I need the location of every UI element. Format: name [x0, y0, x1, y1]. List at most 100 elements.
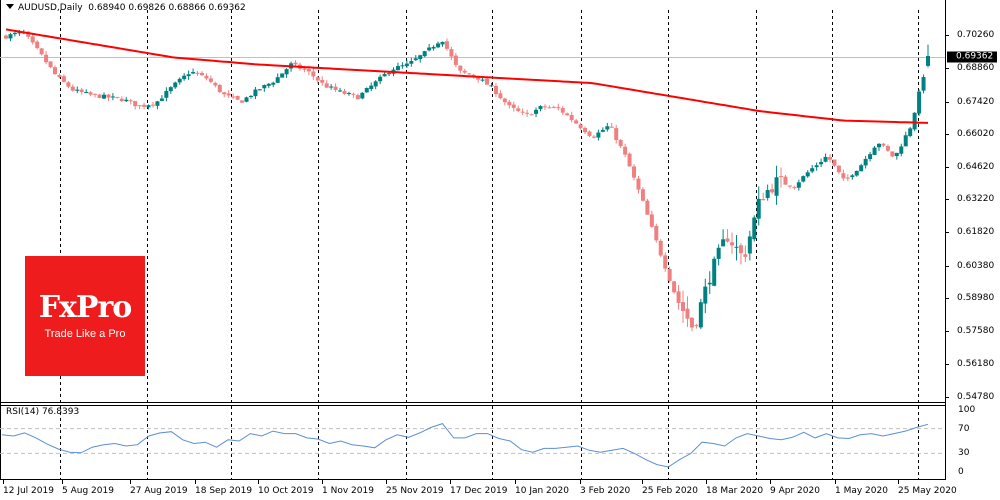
candle-body — [378, 76, 383, 82]
candle-body — [743, 254, 748, 257]
time-tick-label: 1 May 2020 — [835, 486, 888, 496]
candle-body — [342, 91, 347, 94]
candle-body — [133, 101, 138, 107]
candle-body — [534, 109, 539, 114]
candle-body — [110, 96, 115, 98]
time-tick-label: 10 Oct 2019 — [258, 486, 314, 496]
candle-body — [159, 98, 164, 101]
candle-body — [529, 114, 534, 116]
logo-brand: FxPro — [38, 290, 133, 325]
candle-body — [881, 143, 886, 146]
candle-body — [280, 73, 285, 78]
candle-body — [222, 92, 227, 95]
candle-body — [168, 87, 173, 92]
candle-body — [173, 82, 178, 88]
candle-body — [832, 159, 837, 166]
candle-body — [489, 85, 494, 87]
candle-body — [338, 90, 343, 92]
candle-body — [137, 105, 142, 107]
candle-body — [654, 225, 659, 241]
time-tick-label: 18 Sep 2019 — [195, 486, 253, 496]
candle-body — [658, 240, 663, 256]
candle-body — [453, 55, 458, 65]
candle-body — [734, 246, 739, 248]
candle-body — [155, 101, 160, 106]
candle-body — [667, 268, 672, 281]
candle-body — [560, 108, 565, 113]
candle-body — [88, 92, 93, 95]
candle-body — [195, 72, 200, 74]
candle-body — [467, 73, 472, 75]
candle-body — [66, 82, 71, 87]
candle-body — [404, 63, 409, 67]
candle-body — [623, 146, 628, 155]
candle-body — [841, 173, 846, 179]
candle-body — [226, 93, 231, 96]
candle-body — [854, 170, 859, 176]
candle-body — [106, 94, 111, 98]
candle-body — [819, 162, 824, 165]
candle-body — [124, 99, 129, 102]
price-tick-label: 0.61820 — [957, 227, 995, 237]
candle-body — [912, 112, 917, 130]
candle-body — [8, 34, 13, 39]
candle-body — [747, 236, 752, 254]
candle-body — [75, 89, 80, 91]
candle-body — [431, 46, 436, 49]
time-tick-label: 18 Mar 2020 — [706, 486, 764, 496]
candle-body — [845, 177, 850, 179]
rsi-tick-label: 70 — [958, 423, 970, 434]
time-tick-label: 25 Nov 2019 — [386, 486, 444, 496]
time-tick-label: 17 Dec 2019 — [450, 486, 508, 496]
candle-body — [547, 107, 552, 109]
candle-body — [436, 43, 441, 48]
candle-body — [640, 189, 645, 201]
candle-body — [770, 189, 775, 193]
collapse-triangle-icon[interactable] — [6, 4, 14, 9]
candle-body — [101, 94, 106, 99]
candle-body — [150, 104, 155, 106]
candle-body — [418, 55, 423, 60]
candle-body — [476, 77, 481, 80]
candle-body — [440, 41, 445, 45]
candle-body — [427, 47, 432, 51]
candle-body — [30, 36, 35, 43]
candle-body — [872, 147, 877, 155]
candle-body — [164, 91, 169, 98]
candle-body — [57, 75, 62, 78]
candle-body — [681, 302, 686, 312]
candle-body — [204, 75, 209, 79]
candle-body — [761, 199, 766, 201]
candle-body — [672, 281, 677, 293]
candle-body — [493, 86, 498, 95]
candle-body — [360, 92, 365, 99]
candle-body — [400, 65, 405, 67]
candle-body — [828, 157, 833, 160]
candle-body — [12, 32, 17, 35]
candle-body — [903, 135, 908, 147]
ohlc-values: 0.68940 0.69826 0.68866 0.69362 — [88, 3, 246, 13]
candle-body — [511, 104, 516, 108]
candle-body — [894, 152, 899, 157]
candle-body — [186, 74, 191, 77]
candle-body — [814, 165, 819, 168]
candle-body — [716, 247, 721, 259]
rsi-tick-label: 30 — [958, 448, 970, 459]
candle-body — [796, 182, 801, 188]
candle-body — [921, 77, 926, 91]
candle-body — [244, 97, 249, 102]
candle-body — [516, 108, 521, 111]
candle-body — [805, 172, 810, 177]
logo-tagline: Trade Like a Pro — [44, 328, 126, 340]
chart-header: AUDUSD,Daily 0.68940 0.69826 0.68866 0.6… — [6, 3, 246, 13]
candle-body — [462, 70, 467, 73]
candle-body — [191, 72, 196, 74]
candle-body — [836, 165, 841, 173]
candle-body — [306, 68, 311, 72]
candle-body — [146, 105, 151, 108]
candle-body — [605, 126, 610, 130]
candle-body — [917, 91, 922, 114]
candle-body — [395, 66, 400, 71]
